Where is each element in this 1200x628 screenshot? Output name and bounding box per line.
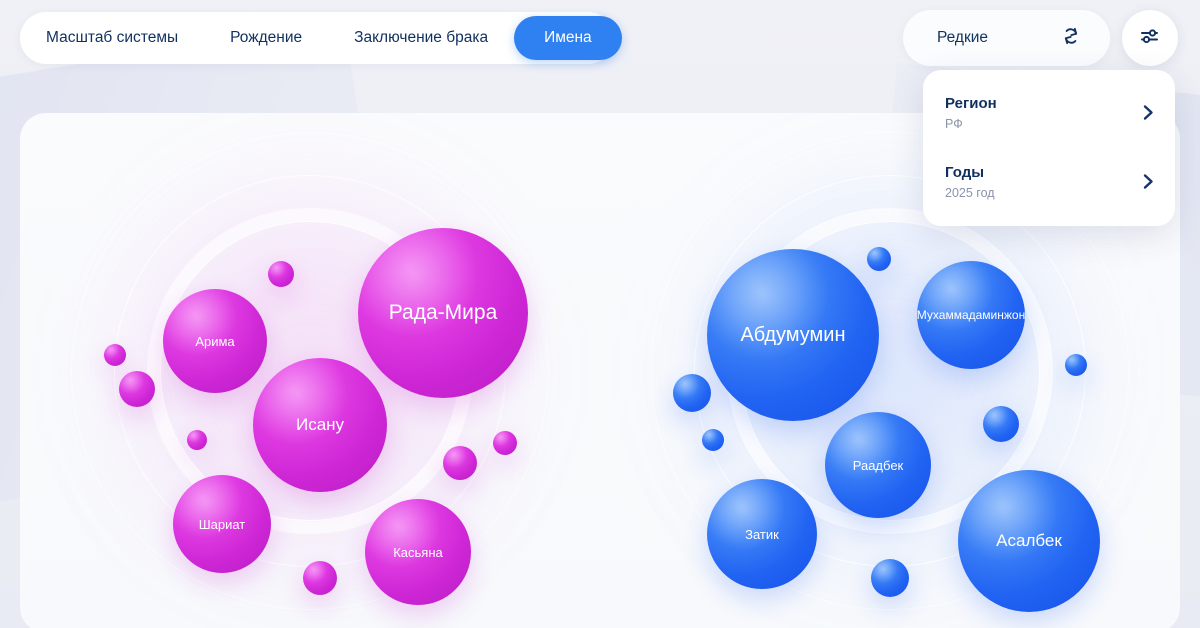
bubble-label: Арима (195, 333, 235, 349)
bubble-satellite[interactable] (1065, 354, 1087, 376)
bubble-named[interactable]: Касьяна (365, 499, 471, 605)
dropdown-row-0[interactable]: Регион РФ (923, 88, 1175, 141)
rarity-label: Редкие (937, 29, 989, 46)
bubble-named[interactable]: Рада-Мира (358, 228, 528, 398)
settings-button[interactable] (1122, 10, 1178, 66)
filter-dropdown: Регион РФ Годы 2025 год (923, 70, 1175, 226)
top-bar: Масштаб системы Рождение Заключение брака И… (0, 0, 1200, 78)
bubble-named[interactable]: Арима (163, 289, 267, 393)
nav-item-2[interactable]: Заключение брака (354, 29, 489, 46)
bubble-satellite[interactable] (187, 430, 207, 450)
bubble-named[interactable]: Абдумумин (707, 249, 879, 421)
bubble-satellite[interactable] (871, 559, 909, 597)
bubble-satellite[interactable] (983, 406, 1019, 442)
dropdown-row-value: РФ (945, 117, 963, 131)
dropdown-row-1[interactable]: Годы 2025 год (923, 157, 1175, 210)
bubble-satellite[interactable] (268, 261, 294, 287)
bubble-label: Абдумумин (740, 323, 846, 346)
bubble-named[interactable]: Затик (707, 479, 817, 589)
bubble-label: Шариат (198, 516, 246, 532)
bubble-satellite[interactable] (493, 431, 517, 455)
bubble-satellite[interactable] (443, 446, 477, 480)
bubble-satellite[interactable] (303, 561, 337, 595)
cluster-ring-outer (71, 132, 549, 610)
rarity-selector[interactable]: Редкие (903, 10, 1110, 66)
cluster-ring-outer (651, 132, 1129, 610)
bubble-satellite[interactable] (673, 374, 711, 412)
bubble-label: Раадбек (852, 457, 904, 473)
bubble-satellite[interactable] (867, 247, 891, 271)
dropdown-row-value: 2025 год (945, 186, 995, 200)
dropdown-row-title: Годы (945, 164, 985, 181)
bubble-named[interactable]: Мухаммадаминжон (917, 261, 1025, 369)
nav-item-1[interactable]: Рождение (230, 29, 303, 46)
bubble-label: Мухаммадаминжон (916, 308, 1026, 322)
refresh-icon[interactable] (1060, 25, 1082, 52)
bubble-named[interactable]: Шариат (173, 475, 271, 573)
main-navigation: Масштаб системы Рождение Заключение брака И… (20, 12, 622, 64)
bubble-label: Касьяна (393, 544, 443, 560)
chevron-right-icon (1142, 171, 1155, 196)
bubble-satellite[interactable] (702, 429, 724, 451)
bubble-satellite[interactable] (119, 371, 155, 407)
bubble-label: Рада-Мира (388, 301, 498, 324)
bubble-label: Асалбек (996, 531, 1062, 550)
bubble-named[interactable]: Асалбек (958, 470, 1100, 612)
nav-item-0[interactable]: Масштаб системы (46, 29, 179, 46)
sliders-icon (1138, 24, 1162, 53)
dropdown-row-title: Регион (945, 95, 997, 112)
bubble-label: Исану (295, 415, 345, 434)
chevron-right-icon (1142, 102, 1155, 127)
bubble-named[interactable]: Раадбек (825, 412, 931, 518)
bubble-satellite[interactable] (104, 344, 126, 366)
nav-item-3[interactable]: Имена (514, 16, 622, 60)
bubble-named[interactable]: Исану (253, 358, 387, 492)
bubble-label: Затик (745, 526, 779, 542)
